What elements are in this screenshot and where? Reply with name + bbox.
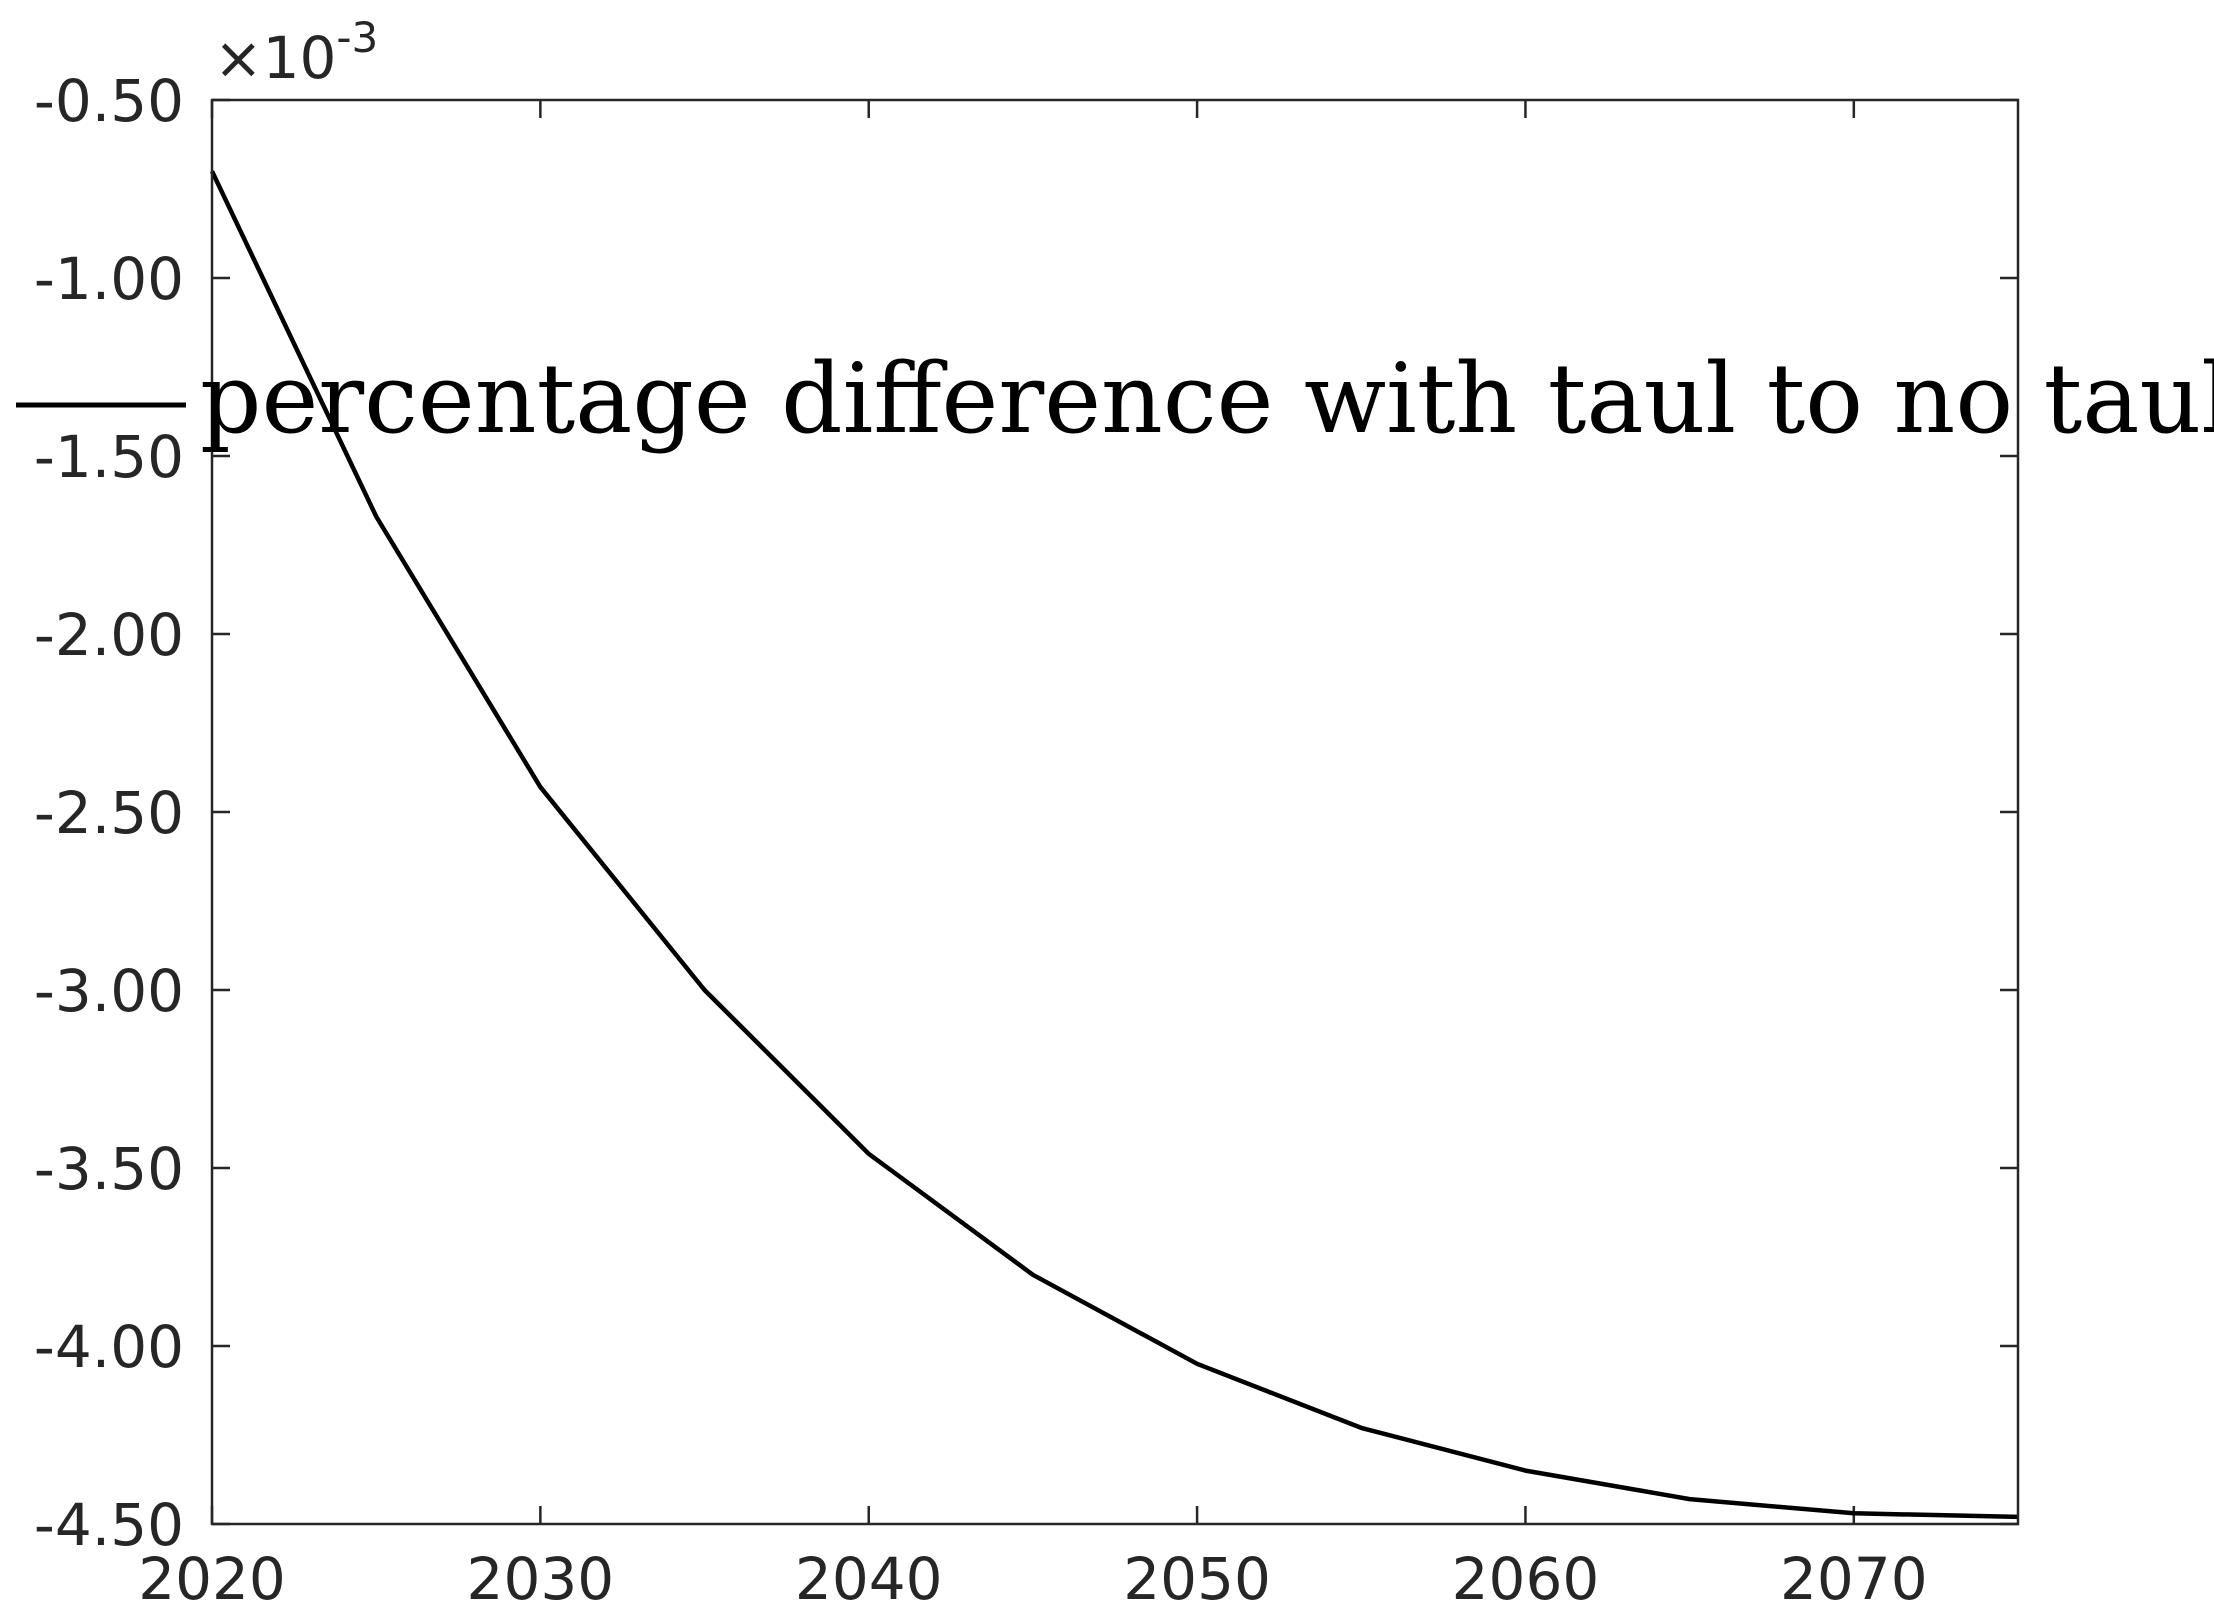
legend-label: percentage difference with taul to no ta…	[200, 343, 2214, 455]
y-tick-label: -2.00	[34, 601, 184, 669]
x-tick-label: 2070	[1780, 1545, 1928, 1613]
axes-box	[210, 98, 2020, 1526]
legend: percentage difference with taul to no ta…	[16, 343, 2214, 455]
series-line	[209, 170, 2019, 1520]
y-tick-label: -4.00	[34, 1313, 184, 1381]
x-tick-label: 2060	[1452, 1545, 1600, 1613]
x-tick-label: 2020	[138, 1545, 286, 1613]
y-tick-label: -1.00	[34, 245, 184, 313]
y-tick-label: -0.50	[34, 67, 184, 135]
y-tick-label: -4.50	[34, 1491, 184, 1559]
y-tick-label: -1.50	[34, 423, 184, 491]
y-tick-label: -3.00	[34, 957, 184, 1025]
x-axis-tick-labels: 2020 2030 2040 2050 2060 2070	[138, 1545, 1927, 1613]
y-tick-label: -3.50	[34, 1135, 184, 1203]
y-axis-multiplier-base: ×10	[214, 24, 336, 92]
plot-area	[212, 100, 2018, 1524]
x-tick-label: 2050	[1123, 1545, 1271, 1613]
y-axis-multiplier-exponent: -3	[336, 13, 378, 62]
x-tick-label: 2030	[467, 1545, 615, 1613]
y-axis-multiplier: ×10-3	[214, 13, 378, 92]
y-tick-label: -2.50	[34, 779, 184, 847]
y-axis-tick-labels: -0.50 -1.00 -1.50 -2.00 -2.50 -3.00 -3.50 -4.00…	[34, 67, 184, 1559]
series-layer	[209, 170, 2019, 1520]
x-tick-label: 2040	[795, 1545, 943, 1613]
